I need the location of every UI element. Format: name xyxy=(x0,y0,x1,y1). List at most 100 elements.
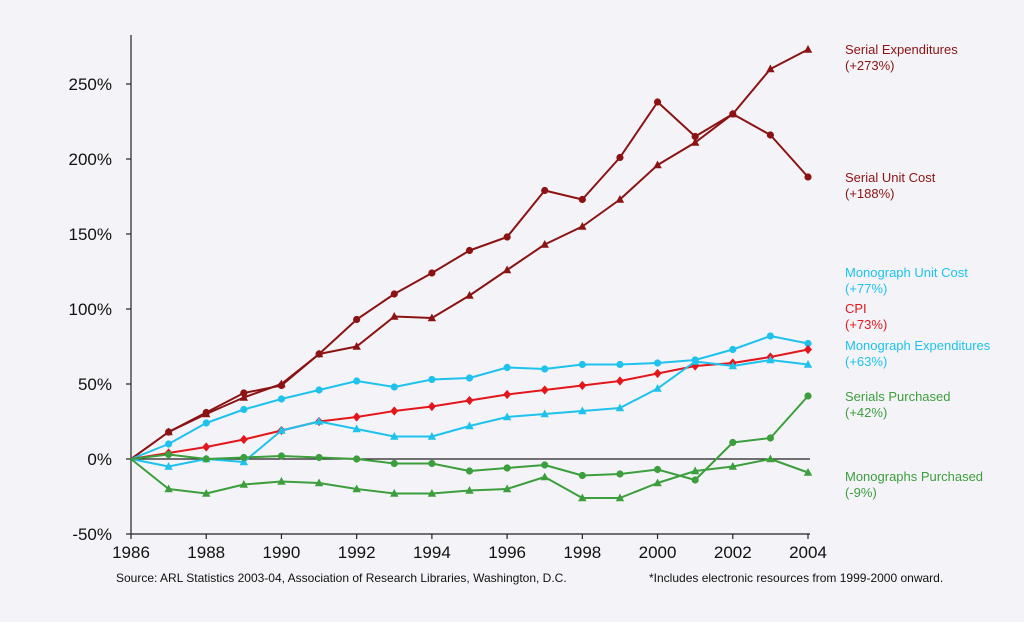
series-label-change: (+273%) xyxy=(845,58,895,73)
data-point xyxy=(766,131,774,139)
series-serial-unit-cost xyxy=(130,98,812,460)
data-point xyxy=(164,462,173,470)
data-point xyxy=(803,468,813,476)
data-point xyxy=(353,455,361,463)
series-label-name: Serials Purchased xyxy=(845,389,951,404)
data-point xyxy=(690,466,700,475)
data-point xyxy=(728,361,737,370)
data-point xyxy=(616,470,624,478)
data-point xyxy=(202,455,210,463)
series-label-name: Serial Expenditures xyxy=(845,42,958,57)
data-point xyxy=(766,64,775,73)
data-point xyxy=(465,467,474,475)
series-label-name: CPI xyxy=(845,301,867,316)
data-point xyxy=(503,464,511,472)
data-point xyxy=(540,409,549,418)
data-point xyxy=(541,461,549,469)
data-point xyxy=(314,478,324,487)
data-point xyxy=(277,452,286,460)
series-label-change: (+73%) xyxy=(845,317,887,332)
x-tick-label: 1988 xyxy=(187,543,225,562)
data-point xyxy=(653,160,662,169)
data-point xyxy=(766,355,775,364)
data-point xyxy=(766,332,774,340)
data-point xyxy=(352,412,361,422)
data-point xyxy=(690,357,700,365)
data-point xyxy=(164,484,173,493)
data-point xyxy=(615,493,625,502)
data-point xyxy=(390,383,398,391)
series-label-name: Serial Unit Cost xyxy=(845,170,936,185)
data-point xyxy=(615,403,625,412)
series-label-change: (-9%) xyxy=(845,485,877,500)
x-tick-label: 1998 xyxy=(563,543,601,562)
data-point xyxy=(615,376,624,386)
data-point xyxy=(353,377,361,385)
series-lines xyxy=(130,45,813,502)
data-point xyxy=(616,360,624,369)
chart-axes xyxy=(130,35,810,535)
series-line xyxy=(130,101,809,460)
data-point xyxy=(428,269,436,277)
x-tick-label: 2004 xyxy=(789,543,827,562)
data-point xyxy=(540,472,549,481)
data-point xyxy=(165,440,173,448)
data-point xyxy=(465,246,474,255)
data-point xyxy=(541,365,549,373)
y-tick-labels: -50% 0% 50% 100% 150% 200% 250% xyxy=(69,75,131,544)
data-point xyxy=(804,173,812,181)
data-point xyxy=(315,350,323,358)
x-tick-label: 1986 xyxy=(112,543,150,562)
data-point xyxy=(428,375,436,384)
data-point xyxy=(804,392,812,400)
data-point xyxy=(277,426,286,434)
x-tick-label: 2002 xyxy=(714,543,752,562)
data-point xyxy=(390,406,399,416)
y-tick-label: 200% xyxy=(69,150,112,169)
data-point xyxy=(165,450,173,459)
data-point xyxy=(202,489,211,497)
data-point xyxy=(653,98,662,106)
data-point xyxy=(390,459,398,468)
data-point xyxy=(616,153,624,162)
data-point xyxy=(465,374,474,382)
data-point xyxy=(314,417,324,425)
data-point xyxy=(315,386,323,394)
data-point xyxy=(352,424,361,433)
data-point xyxy=(315,453,323,462)
data-point xyxy=(427,313,437,322)
data-point xyxy=(578,493,587,502)
data-point xyxy=(352,484,361,493)
data-point xyxy=(691,476,699,484)
series-monographs-purchased xyxy=(130,454,813,502)
series-label-change: (+42%) xyxy=(845,405,887,420)
data-point xyxy=(240,405,248,414)
data-point xyxy=(240,453,248,462)
data-point xyxy=(352,342,361,350)
y-tick-label: 0% xyxy=(87,450,112,469)
data-point xyxy=(578,360,586,369)
series-label-name: Monograph Unit Cost xyxy=(845,265,968,280)
x-tick-label: 1992 xyxy=(338,543,376,562)
data-point xyxy=(803,360,813,368)
data-point xyxy=(465,486,474,494)
data-point xyxy=(239,393,249,401)
data-point xyxy=(390,432,399,440)
data-point xyxy=(503,233,511,241)
data-point xyxy=(353,315,361,324)
data-point xyxy=(390,312,399,320)
data-point xyxy=(540,240,549,248)
data-point xyxy=(766,434,774,442)
series-monograph-unit-cost xyxy=(130,332,812,460)
data-point xyxy=(503,389,512,400)
data-point xyxy=(277,395,286,403)
x-tick-labels: 1986 1988 1990 1992 1994 1996 1998 2000 2002 2004 xyxy=(112,534,827,562)
series-label-change: (+63%) xyxy=(845,354,887,369)
data-point xyxy=(240,389,248,397)
series-label-name: Monographs Purchased xyxy=(845,469,983,484)
data-point xyxy=(239,457,249,466)
data-point xyxy=(653,478,662,487)
data-point xyxy=(390,290,398,298)
source-note: Source: ARL Statistics 2003-04, Associat… xyxy=(116,571,567,585)
data-point xyxy=(165,428,173,436)
